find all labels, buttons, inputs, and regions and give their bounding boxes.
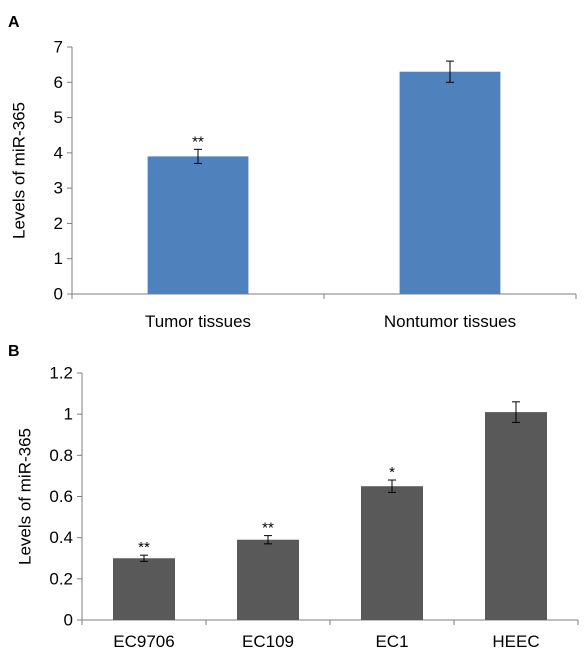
bar — [399, 71, 501, 294]
x-tick-label: EC9706 — [113, 632, 174, 651]
panel-label-b: B — [8, 343, 20, 360]
chart-panel-a: Levels of miR-365 0 1 2 3 4 5 6 7 ** Tumor tissues… — [9, 38, 577, 331]
y-tick-label: 1 — [54, 249, 63, 268]
bar — [113, 558, 175, 620]
significance-mark: * — [389, 464, 395, 481]
y-tick-label: 0 — [54, 285, 63, 304]
panel-label-a: A — [8, 14, 20, 31]
bar — [237, 539, 299, 620]
y-tick-label: 6 — [54, 73, 63, 92]
y-tick-label: 0.2 — [49, 569, 73, 588]
y-tick-label: 2 — [54, 214, 63, 233]
y-axis-title: Levels of miR-365 — [9, 102, 28, 239]
significance-mark: ** — [262, 520, 274, 537]
bar — [361, 486, 423, 620]
y-tick-label: 3 — [54, 179, 63, 198]
x-tick-label: Nontumor tissues — [384, 312, 516, 331]
bar — [147, 156, 249, 294]
x-tick-label: Tumor tissues — [145, 312, 251, 331]
x-tick-label: HEEC — [492, 632, 539, 651]
significance-mark: ** — [192, 133, 204, 150]
chart-panel-b: Levels of miR-365 0 0.2 0.4 0.6 0.8 1 1.2 ** EC97… — [15, 364, 579, 651]
y-tick-label: 1 — [64, 405, 73, 424]
y-tick-label: 0 — [64, 611, 73, 630]
y-tick-label: 0.8 — [49, 446, 73, 465]
x-tick-label: EC1 — [375, 632, 408, 651]
y-tick-label: 1.2 — [49, 364, 73, 383]
y-axis-title: Levels of miR-365 — [15, 428, 34, 565]
y-tick-label: 4 — [54, 143, 63, 162]
y-tick-label: 7 — [54, 38, 63, 57]
y-tick-label: 5 — [54, 108, 63, 127]
y-tick-label: 0.4 — [49, 528, 73, 547]
x-tick-label: EC109 — [242, 632, 294, 651]
bar — [485, 412, 547, 620]
y-tick-label: 0.6 — [49, 487, 73, 506]
significance-mark: ** — [138, 539, 150, 556]
